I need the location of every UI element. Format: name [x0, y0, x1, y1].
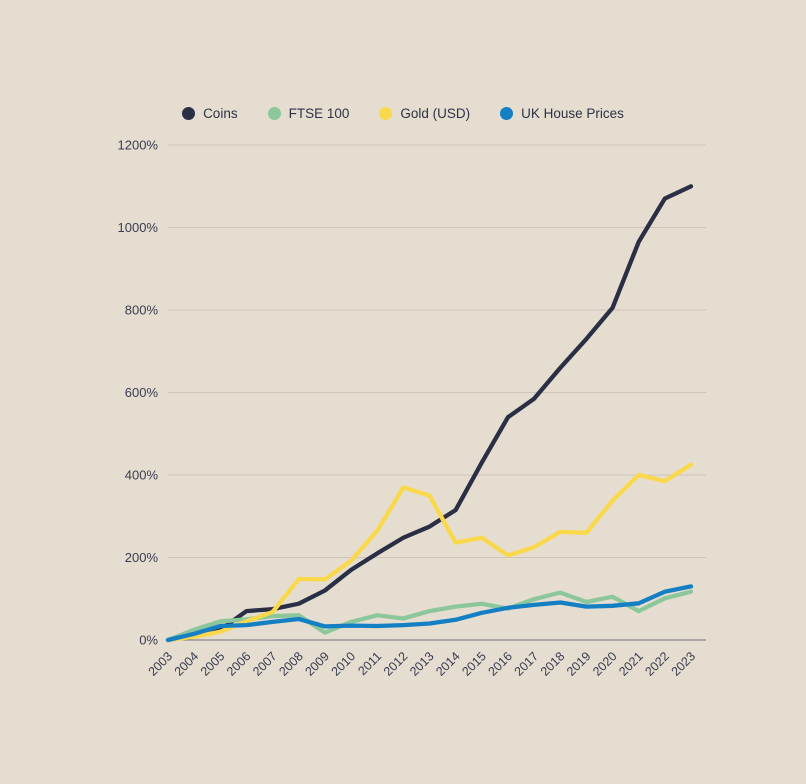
x-axis-label: 2006 — [224, 649, 254, 679]
x-axis-label: 2003 — [146, 649, 176, 679]
x-axis-label: 2015 — [459, 649, 489, 679]
x-axis-label: 2020 — [590, 649, 620, 679]
y-axis-label: 600% — [125, 385, 159, 400]
series-line-ftse-100 — [165, 589, 694, 643]
x-axis-label: 2007 — [250, 649, 280, 679]
legend-item-gold-usd: Gold (USD) — [379, 106, 470, 121]
x-axis-label: 2004 — [172, 649, 202, 679]
legend-item-uk-house-prices: UK House Prices — [500, 106, 624, 121]
legend-label: Gold (USD) — [400, 106, 471, 121]
legend-dot-gold-usd — [379, 107, 393, 120]
x-axis-label: 2023 — [669, 649, 699, 679]
series-line-coins — [165, 184, 694, 643]
legend-label: Coins — [203, 106, 238, 121]
x-axis-label: 2009 — [302, 649, 332, 679]
x-axis-label: 2014 — [433, 649, 463, 679]
y-axis-label: 400% — [125, 468, 159, 483]
x-axis-label: 2021 — [616, 649, 646, 679]
x-axis-label: 2017 — [512, 649, 542, 679]
legend-item-coins: Coins — [182, 106, 238, 121]
y-axis-label: 800% — [125, 303, 159, 318]
series-line-gold-usd — [165, 462, 694, 643]
legend-dot-uk-house-prices — [500, 107, 514, 120]
x-axis-label: 2005 — [198, 649, 228, 679]
x-axis-label: 2010 — [329, 649, 359, 679]
x-axis-label: 2019 — [564, 649, 594, 679]
y-axis-label: 0% — [139, 633, 158, 648]
y-axis-label: 1000% — [118, 220, 159, 235]
legend-label: FTSE 100 — [288, 106, 350, 121]
x-axis-label: 2022 — [642, 649, 672, 679]
x-axis-label: 2011 — [355, 649, 384, 678]
x-axis-label: 2008 — [276, 649, 306, 679]
legend-label: UK House Prices — [521, 106, 624, 121]
x-axis-label: 2016 — [486, 649, 516, 679]
y-axis-label: 200% — [125, 550, 159, 565]
legend: Coins FTSE 100 Gold (USD) UK House Prices — [0, 106, 806, 121]
legend-item-ftse-100: FTSE 100 — [267, 106, 350, 121]
series-line-uk-house-prices — [165, 584, 694, 643]
x-axis-label: 2013 — [407, 649, 437, 679]
legend-dot-coins — [182, 107, 196, 120]
y-axis-label: 1200% — [118, 138, 159, 153]
legend-dot-ftse-100 — [267, 107, 281, 120]
x-axis-label: 2012 — [381, 649, 411, 679]
x-axis-label: 2018 — [538, 649, 568, 679]
